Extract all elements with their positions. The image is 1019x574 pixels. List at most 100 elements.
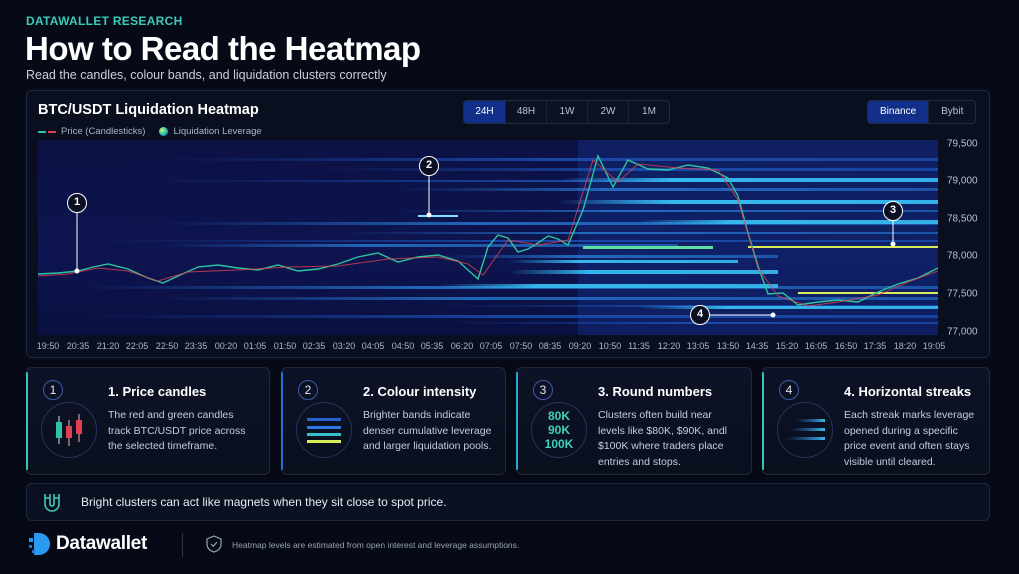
card-body-line: and larger liquidation pools. (363, 440, 492, 452)
y-tick: 78,500 (947, 213, 978, 225)
card-body-line: Each streak marks leverage (844, 409, 975, 421)
x-axis: 19:50 20:35 21:20 22:05 22:50 23:35 00:2… (36, 341, 946, 355)
exchange-bybit[interactable]: Bybit (928, 101, 975, 123)
brand-name: Datawallet (56, 533, 147, 554)
x-tick: 07:50 (509, 341, 533, 351)
y-tick: 78,000 (947, 250, 978, 262)
callout-2: 2 (419, 156, 439, 176)
x-tick: 08:35 (538, 341, 562, 351)
y-tick: 79,500 (947, 138, 978, 150)
x-tick: 16:50 (834, 341, 858, 351)
x-tick: 17:35 (863, 341, 887, 351)
card-body-line: entries and stops. (598, 455, 681, 468)
card-body-line: The red and green candles (108, 409, 234, 421)
footer: Datawallet Heatmap levels are estimated … (26, 529, 990, 561)
timeframe-2w[interactable]: 2W (587, 101, 628, 123)
card-horizontal-streaks: 4 4. Horizontal streaks Each streak mark… (762, 367, 990, 475)
round-value: 90K (547, 423, 570, 437)
x-tick: 11:35 (628, 341, 650, 351)
card-body-line: price event and often stays (844, 440, 970, 452)
legend-leverage-label: Liquidation Leverage (173, 126, 262, 137)
card-colour-intensity: 2 2. Colour intensity Brighter bands ind… (281, 367, 506, 475)
eyebrow-label: DATAWALLET RESEARCH (26, 14, 183, 28)
x-tick: 00:20 (214, 341, 238, 351)
x-tick: 10:50 (598, 341, 622, 351)
timeframe-1m[interactable]: 1M (628, 101, 669, 123)
x-tick: 01:05 (243, 341, 267, 351)
x-tick: 13:50 (716, 341, 740, 351)
card-body-line: visible until cleared. (844, 455, 936, 468)
heatmap-chart-panel: BTC/USDT Liquidation Heatmap Price (Cand… (26, 90, 990, 358)
card-body-line: $100K where traders place (598, 440, 724, 452)
x-tick: 03:20 (332, 341, 356, 351)
card-body-line: track BTC/USDT price across (108, 424, 246, 437)
card-number: 4 (779, 380, 799, 400)
magnet-icon (41, 492, 63, 519)
x-tick: 12:20 (657, 341, 681, 351)
callout-3: 3 (883, 201, 903, 221)
heatmap-plot-area[interactable]: 1 2 3 4 (38, 140, 938, 335)
magnet-tip-banner: Bright clusters can act like magnets whe… (26, 483, 990, 521)
x-tick: 13:05 (686, 341, 710, 351)
x-tick: 06:20 (450, 341, 474, 351)
callout-1: 1 (67, 193, 87, 213)
card-number: 2 (298, 380, 318, 400)
card-title: 1. Price candles (108, 384, 207, 399)
x-tick: 16:05 (804, 341, 828, 351)
timeframe-1w[interactable]: 1W (546, 101, 587, 123)
explanation-cards: 1 1. Price candles The red and green can… (26, 367, 990, 475)
x-tick: 22:50 (155, 341, 179, 351)
timeframe-48h[interactable]: 48H (505, 101, 546, 123)
card-price-candles: 1 1. Price candles The red and green can… (26, 367, 270, 475)
y-tick: 79,000 (947, 175, 978, 187)
page-title: How to Read the Heatmap (25, 30, 421, 67)
y-tick: 77,500 (947, 288, 978, 300)
card-body-line: Brighter bands indicate (363, 409, 471, 421)
gradient-dot-icon (159, 127, 169, 136)
card-title: 3. Round numbers (598, 384, 713, 399)
x-tick: 04:05 (361, 341, 385, 351)
x-tick: 01:50 (273, 341, 297, 351)
card-body-line: denser cumulative leverage (363, 424, 492, 437)
card-body: The red and green candles track BTC/USDT… (108, 408, 246, 455)
candles-icon (41, 402, 97, 458)
x-tick: 19:05 (922, 341, 946, 351)
bands-icon (296, 402, 352, 458)
timeframe-selector: 24H 48H 1W 2W 1M (463, 100, 670, 124)
heatmap-graphic (38, 140, 938, 335)
page-subtitle: Read the candles, colour bands, and liqu… (26, 68, 387, 82)
exchange-binance[interactable]: Binance (868, 101, 929, 123)
disclaimer-note: Heatmap levels are estimated from open i… (232, 540, 520, 550)
streaks-icon (777, 402, 833, 458)
card-body-line: Clusters often build near (598, 409, 712, 421)
x-tick: 23:35 (184, 341, 208, 351)
card-number: 3 (533, 380, 553, 400)
x-tick: 20:35 (66, 341, 90, 351)
card-round-numbers: 3 80K 90K 100K 3. Round numbers Clusters… (516, 367, 752, 475)
tip-text: Bright clusters can act like magnets whe… (81, 495, 447, 509)
brand-logo[interactable]: Datawallet (28, 532, 147, 556)
card-body-line: opened during a specific (844, 424, 958, 437)
x-tick: 05:35 (420, 341, 444, 351)
x-tick: 07:05 (479, 341, 503, 351)
legend-price: Price (Candlesticks) (38, 126, 145, 137)
chart-legend: Price (Candlesticks) Liquidation Leverag… (38, 126, 262, 137)
timeframe-24h[interactable]: 24H (464, 101, 505, 123)
card-body: Each streak marks leverage opened during… (844, 408, 974, 470)
legend-price-label: Price (Candlesticks) (61, 126, 146, 137)
x-tick: 04:50 (391, 341, 415, 351)
x-tick: 19:50 (36, 341, 60, 351)
x-tick: 21:20 (96, 341, 120, 351)
legend-leverage: Liquidation Leverage (159, 126, 262, 137)
card-title: 2. Colour intensity (363, 384, 477, 399)
x-tick: 15:20 (775, 341, 799, 351)
datawallet-logo-icon (29, 533, 50, 555)
card-body: Brighter bands indicate denser cumulativ… (363, 408, 491, 455)
x-tick: 18:20 (893, 341, 917, 351)
exchange-selector: Binance Bybit (867, 100, 977, 124)
shield-check-icon (206, 535, 222, 558)
callout-4: 4 (690, 305, 710, 325)
candle-legend-icon (38, 130, 56, 133)
card-number: 1 (43, 380, 63, 400)
card-body: Clusters often build near levels like $8… (598, 408, 727, 470)
